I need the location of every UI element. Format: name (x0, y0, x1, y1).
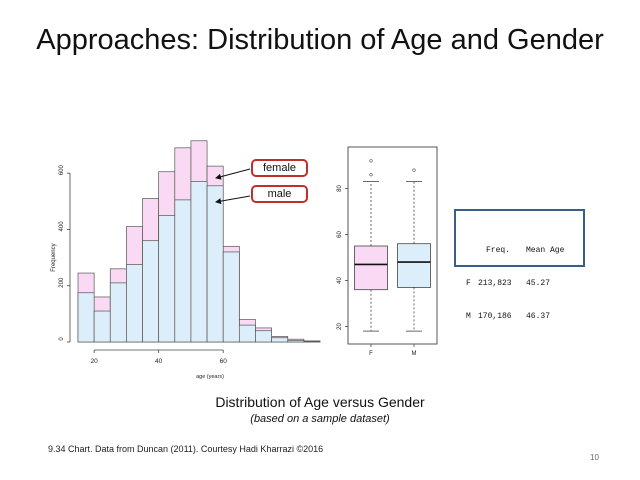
male-bar (238, 324, 256, 343)
summary-header-mean-age: Mean Age (526, 246, 565, 255)
summary-cell-freq: 213,823 (478, 279, 512, 288)
y-tick-label: 400 (59, 221, 65, 232)
female-callout-label: female (262, 162, 297, 174)
male-bar (271, 337, 289, 343)
y-tick-label: 0 (59, 337, 65, 341)
x-axis-title: age (years) (196, 374, 224, 380)
x-tick-label: 40 (155, 358, 163, 365)
summary-table: Freq. Mean Age F 213,823 45.27 M 170,186… (454, 209, 585, 321)
x-tick-label: 60 (220, 358, 228, 365)
summary-table-header: Freq. Mean Age (466, 245, 583, 256)
x-tick-label: F (369, 351, 373, 357)
summary-table-row: F 213,823 45.27 (466, 278, 583, 289)
y-tick-label: 40 (337, 277, 343, 284)
summary-header-blank (466, 245, 478, 256)
figure-caption-text: Distribution of Age versus Gender (215, 394, 425, 410)
page-number-text: 10 (590, 453, 599, 462)
male-bar (158, 215, 176, 343)
male-bar (77, 292, 95, 343)
y-axis-title: Frequency (51, 243, 57, 271)
male-bar (255, 330, 272, 343)
summary-cell-mean-age: 45.27 (526, 279, 551, 288)
male-bar (303, 341, 321, 343)
female-arrow (215, 168, 251, 180)
slide-title: Approaches: Distribution of Age and Gend… (0, 22, 640, 58)
figure-subcaption: (based on a sample dataset) (0, 413, 640, 425)
y-tick-label: 60 (337, 231, 343, 238)
figure-caption: Distribution of Age versus Gender (0, 394, 640, 410)
male-bar (174, 199, 192, 343)
summary-table-row: M 170,186 46.37 (466, 311, 583, 322)
y-tick-label: 200 (59, 277, 65, 288)
figure-subcaption-text: (based on a sample dataset) (250, 413, 390, 425)
source-footer: 9.34 Chart. Data from Duncan (2011). Cou… (48, 444, 323, 454)
summary-header-freq: Freq. (486, 246, 511, 255)
male-arrow (215, 195, 251, 205)
gender-boxplot: 20 40 60 80 F M (337, 146, 438, 357)
male-bar (109, 282, 127, 343)
outlier-point (412, 168, 416, 172)
summary-cell-gender: F (466, 279, 471, 288)
male-bar (190, 181, 208, 343)
callout-arrows (215, 168, 251, 205)
age-histogram: 0 200 400 600 Frequency 20 40 60 age (years) (51, 140, 321, 380)
y-tick-label: 600 (59, 164, 65, 175)
boxplot-frame (347, 146, 438, 345)
page-number: 10 (590, 453, 599, 462)
iqr-box (397, 243, 431, 288)
iqr-box (354, 245, 388, 291)
x-tick-label: M (412, 351, 417, 357)
summary-cell-gender: M (466, 312, 471, 321)
male-bar (93, 310, 111, 343)
male-callout-label: male (267, 188, 292, 200)
outlier-point (369, 159, 373, 163)
male-bar (287, 340, 305, 343)
male-bar (222, 251, 240, 343)
female-callout: female (251, 159, 308, 177)
male-bar (142, 240, 160, 343)
source-footer-text: 9.34 Chart. Data from Duncan (2011). Cou… (48, 444, 324, 454)
x-tick-label: 20 (91, 358, 99, 365)
male-bar (206, 185, 224, 343)
summary-cell-mean-age: 46.37 (526, 312, 551, 321)
y-tick-label: 80 (337, 185, 343, 192)
male-callout: male (251, 185, 308, 203)
y-tick-label: 20 (337, 323, 343, 330)
male-bar (126, 264, 143, 343)
slide-title-text: Approaches: Distribution of Age and Gend… (36, 24, 604, 56)
summary-cell-freq: 170,186 (478, 312, 512, 321)
outlier-point (369, 173, 373, 177)
